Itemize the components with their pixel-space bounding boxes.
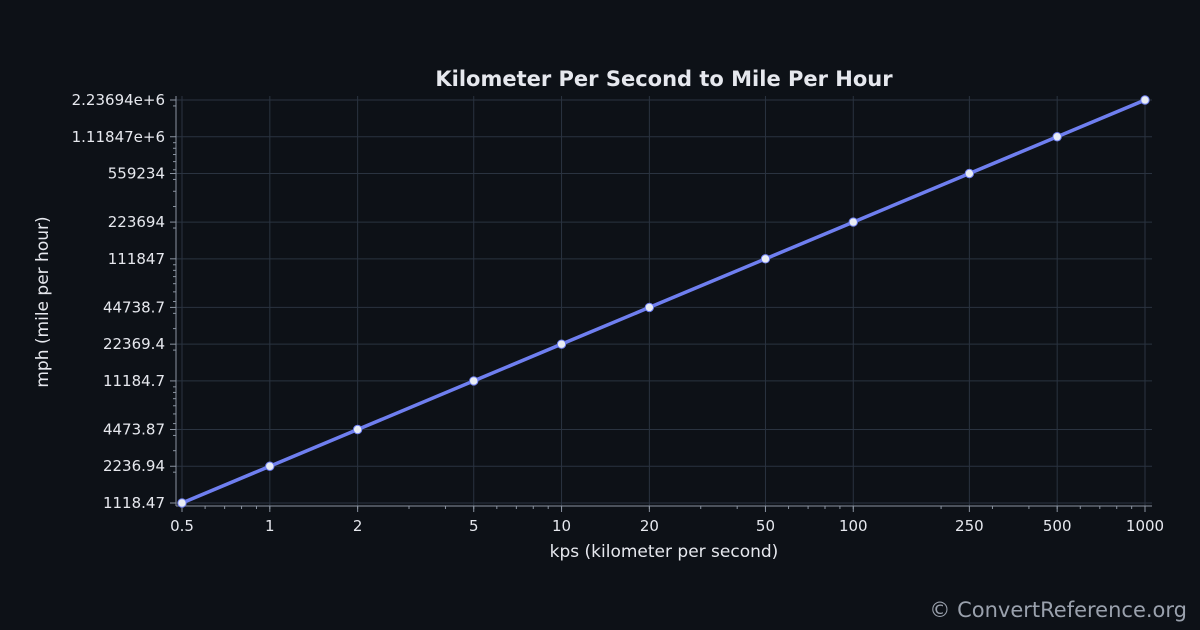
- grid: [176, 96, 1152, 506]
- y-tick-label: 223694: [108, 213, 165, 231]
- x-tick-label: 1: [265, 517, 275, 535]
- x-tick-label: 250: [955, 517, 984, 535]
- watermark: © ConvertReference.org: [929, 598, 1187, 622]
- x-tick-label: 20: [640, 517, 659, 535]
- x-tick-label: 10: [552, 517, 571, 535]
- data-point: [644, 302, 655, 313]
- chart-title: Kilometer Per Second to Mile Per Hour: [435, 67, 893, 91]
- y-tick-label: 1.11847e+6: [72, 128, 165, 146]
- data-point: [1052, 132, 1062, 142]
- x-tick-label: 0.5: [170, 517, 194, 535]
- y-tick-label: 2.23694e+6: [72, 91, 165, 109]
- x-tick-label: 100: [839, 517, 868, 535]
- y-tick-label: 11184.7: [103, 372, 165, 390]
- x-tick-label: 2: [353, 517, 363, 535]
- y-tick-label: 559234: [108, 165, 165, 183]
- axes: [175, 96, 1152, 507]
- x-axis-ticks: 0.5 1 2 5 10 20 50 100 250 500 1000: [170, 506, 1164, 535]
- data-point: [556, 339, 567, 349]
- series: [177, 95, 1150, 508]
- y-tick-label: 111847: [108, 250, 165, 268]
- y-tick-label: 4473.87: [103, 420, 165, 438]
- x-tick-label: 50: [756, 517, 775, 535]
- y-tick-label: 2236.94: [103, 457, 165, 475]
- y-tick-label: 22369.4: [103, 335, 165, 353]
- x-tick-label: 500: [1043, 517, 1072, 535]
- data-point: [265, 461, 275, 471]
- y-tick-label: 44738.7: [103, 298, 165, 316]
- data-point: [352, 424, 363, 435]
- data-point: [760, 254, 771, 264]
- data-point: [964, 168, 975, 179]
- y-axis-label: mph (mile per hour): [33, 216, 53, 387]
- data-point: [177, 498, 187, 508]
- y-tick-label: 1118.47: [103, 494, 165, 512]
- x-tick-label: 5: [469, 517, 479, 535]
- data-point: [848, 217, 858, 227]
- data-point: [1140, 95, 1150, 105]
- data-point: [469, 376, 479, 386]
- y-axis-ticks: 1118.47 2236.94 4473.87 11184.7 22369.4 44738…: [72, 91, 176, 512]
- x-axis-label: kps (kilometer per second): [550, 542, 779, 562]
- x-tick-label: 1000: [1126, 517, 1164, 535]
